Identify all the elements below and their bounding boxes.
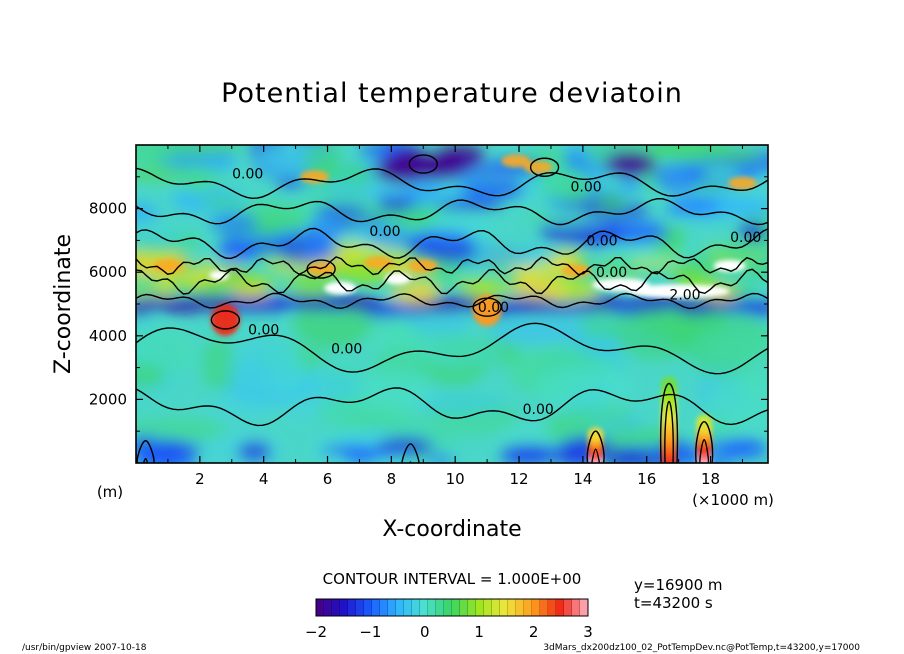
chart-title: Potential temperature deviatoin <box>221 78 683 109</box>
x-axis-label: X-coordinate <box>382 517 521 542</box>
x-tick-label: 12 <box>509 470 528 488</box>
colorbar-cell <box>356 599 365 616</box>
contour-interval-text: CONTOUR INTERVAL = 1.000E+00 <box>323 570 582 588</box>
x-tick-label: 16 <box>637 470 656 488</box>
x-tick-label: 10 <box>446 470 465 488</box>
colorbar-cell <box>388 599 397 616</box>
contour-labels: 0.00 0.00 0.00 0.00 0.00 0.00 2.00 0.00 0.00 0.00… <box>232 167 761 418</box>
colorbar-cell <box>548 599 557 616</box>
colorbar-tick-label: 0 <box>420 623 430 641</box>
footer-left: /usr/bin/gpview 2007-10-18 <box>22 643 147 653</box>
colorbar-cell <box>340 599 349 616</box>
colorbar-cell <box>476 599 485 616</box>
x-tick-label: 8 <box>387 470 397 488</box>
colorbar-cell <box>508 599 517 616</box>
contour-label: 0.00 <box>478 300 509 316</box>
temperature-field <box>136 145 768 463</box>
contour-label: 0.00 <box>571 179 602 195</box>
y-unit-label: (m) <box>97 483 123 501</box>
colorbar-cell <box>428 599 437 616</box>
colorbar-cell <box>364 599 373 616</box>
colorbar-cell <box>380 599 389 616</box>
colorbar-cell <box>540 599 549 616</box>
colorbar-tick-label: 2 <box>529 623 539 641</box>
colorbar-cell <box>324 599 333 616</box>
colorbar-cell <box>564 599 573 616</box>
colorbar-cell <box>348 599 357 616</box>
y-axis-label: Z-coordinate <box>51 234 76 374</box>
colorbar-cell <box>420 599 429 616</box>
colorbar-tick-label: −2 <box>305 623 327 641</box>
plot-area: 0.00 0.00 0.00 0.00 0.00 0.00 2.00 0.00 0.00 0.00… <box>135 144 769 464</box>
colorbar-cell <box>556 599 565 616</box>
contour-label: 0.00 <box>586 233 617 249</box>
y-tick-label: 4000 <box>89 327 127 345</box>
x-tick-label: 18 <box>701 470 720 488</box>
x-unit-label: (×1000 m) <box>692 491 774 509</box>
colorbar: −2 −1 0 1 2 3 <box>305 598 593 641</box>
x-tick-label: 14 <box>573 470 592 488</box>
y-tick-label: 6000 <box>89 263 127 281</box>
contour-label: 0.00 <box>369 224 400 240</box>
footer-right: 3dMars_dx200dz100_02_PotTempDev.nc@PotTe… <box>543 643 860 653</box>
colorbar-tick-label: 3 <box>583 623 593 641</box>
contour-label: 2.00 <box>669 288 700 304</box>
colorbar-cell <box>412 599 421 616</box>
contour-lines <box>136 154 768 463</box>
colorbar-cell <box>444 599 453 616</box>
x-tick-label: 4 <box>259 470 269 488</box>
colorbar-cell <box>460 599 469 616</box>
x-axis: 2 4 6 8 10 12 14 16 18 <box>167 145 743 488</box>
colorbar-cell <box>332 599 341 616</box>
contour-label: 0.00 <box>248 322 279 338</box>
colorbar-cell <box>396 599 405 616</box>
contour-label: 0.00 <box>730 230 761 246</box>
colorbar-cell <box>572 599 581 616</box>
y-tick-label: 2000 <box>89 390 127 408</box>
contour-label: 0.00 <box>523 402 554 418</box>
t-annotation: t=43200 s <box>634 594 713 612</box>
colorbar-cell <box>516 599 525 616</box>
contour-label: 0.00 <box>232 167 263 183</box>
colorbar-cell <box>484 599 493 616</box>
contour-label: 0.00 <box>331 342 362 358</box>
colorbar-cell <box>580 599 589 616</box>
colorbar-cell <box>532 599 541 616</box>
colorbar-cell <box>524 599 533 616</box>
colorbar-cell <box>316 599 325 616</box>
colorbar-tick-label: −1 <box>359 623 381 641</box>
colorbar-cell <box>372 599 381 616</box>
y-annotation: y=16900 m <box>634 576 723 594</box>
y-axis: 2000 4000 6000 8000 <box>89 176 768 432</box>
colorbar-cell <box>452 599 461 616</box>
x-tick-label: 2 <box>195 470 205 488</box>
colorbar-cell <box>404 599 413 616</box>
contour-label: 0.00 <box>596 265 627 281</box>
x-tick-label: 6 <box>323 470 333 488</box>
colorbar-tick-label: 1 <box>474 623 484 641</box>
colorbar-cell <box>500 599 509 616</box>
colorbar-cell <box>492 599 501 616</box>
colorbar-cell <box>468 599 477 616</box>
y-tick-label: 8000 <box>89 200 127 218</box>
colorbar-cell <box>436 599 445 616</box>
